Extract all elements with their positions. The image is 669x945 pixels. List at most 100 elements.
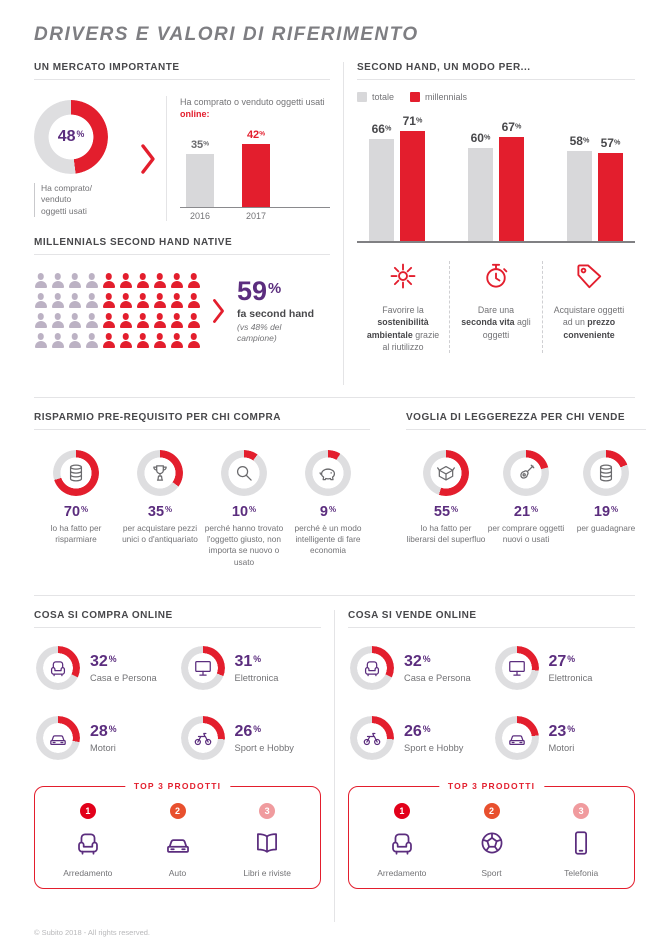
millennials-bar bbox=[400, 131, 425, 241]
stat-donut bbox=[423, 450, 469, 496]
product-label: Libri e riviste bbox=[243, 868, 292, 878]
category-donut bbox=[36, 646, 80, 690]
person-icon bbox=[187, 313, 200, 328]
category-donut bbox=[180, 646, 225, 690]
market-donut-value: 48% bbox=[57, 127, 85, 145]
stat-text: per guadagnare bbox=[576, 523, 636, 533]
person-icon bbox=[51, 293, 64, 308]
person-icon bbox=[68, 313, 81, 328]
monitor-icon bbox=[193, 658, 213, 678]
donut-ring bbox=[36, 646, 80, 690]
top3-title: TOP 3 PRODOTTI bbox=[438, 781, 545, 791]
rank-badge: 1 bbox=[393, 803, 410, 819]
stat-donut bbox=[53, 450, 99, 496]
stat-value: 19% bbox=[593, 504, 619, 520]
stat-text: perché è un modo intelligente di fare ec… bbox=[294, 523, 362, 556]
person-icon bbox=[153, 333, 166, 348]
category-donut bbox=[494, 716, 539, 760]
rank-badge: 3 bbox=[573, 803, 590, 819]
category-stat: 32% Casa e Persona bbox=[36, 646, 175, 690]
person-icon bbox=[85, 293, 98, 308]
category-value: 26% bbox=[234, 722, 262, 740]
trophy-icon bbox=[150, 463, 170, 483]
person-icon bbox=[51, 313, 64, 328]
person-icon bbox=[68, 293, 81, 308]
product-label: Auto bbox=[168, 868, 187, 878]
totale-bar bbox=[567, 151, 592, 241]
car-icon bbox=[164, 829, 192, 857]
market-donut-label: Ha comprato/ venduto oggetti usati bbox=[34, 182, 130, 218]
category-value: 32% bbox=[404, 652, 431, 670]
market-donut-block: 48% Ha comprato/ venduto oggetti usati bbox=[34, 99, 130, 218]
person-icon bbox=[136, 313, 149, 328]
person-icon bbox=[102, 313, 115, 328]
phone-icon bbox=[567, 829, 595, 857]
category-value: 23% bbox=[548, 722, 576, 740]
legend-swatch-totale bbox=[357, 92, 367, 102]
legend-label-millennials: millennials bbox=[425, 92, 468, 102]
person-icon bbox=[187, 293, 200, 308]
stat-item: 9% perché è un modo intelligente di fare… bbox=[286, 450, 370, 568]
stat-value: 70% bbox=[63, 504, 89, 520]
book-icon bbox=[253, 829, 281, 857]
stat-text: lo ha fatto per risparmiare bbox=[50, 523, 102, 545]
person-icon bbox=[119, 293, 132, 308]
person-icon bbox=[34, 293, 47, 308]
category-value: 31% bbox=[234, 652, 262, 670]
ball-icon bbox=[478, 829, 506, 857]
person-icon bbox=[170, 273, 183, 288]
donut-ring bbox=[221, 450, 267, 496]
product-label: Arredamento bbox=[377, 868, 427, 878]
stopwatch-icon bbox=[481, 261, 511, 291]
millennials-value: 59% bbox=[237, 275, 282, 306]
car-icon bbox=[507, 728, 527, 748]
box-icon bbox=[436, 463, 456, 483]
rank-badge: 3 bbox=[259, 803, 276, 819]
totale-bar bbox=[468, 148, 493, 241]
section-compra: RISPARMIO PRE-REQUISITO PER CHI COMPRA 7… bbox=[34, 412, 380, 583]
rank-badge: 2 bbox=[483, 803, 500, 819]
category-value: 26% bbox=[404, 722, 431, 740]
bar-value-2017: 42% bbox=[246, 129, 266, 142]
section-secondhand: SECOND HAND, UN MODO PER... totale mille… bbox=[357, 62, 635, 385]
donut-ring bbox=[180, 646, 225, 690]
legend-swatch-millennials bbox=[410, 92, 421, 102]
bar-value: 60% bbox=[470, 131, 491, 145]
category-stat: 27% Elettronica bbox=[494, 646, 634, 690]
copyright: © Subito 2018 - All rights reserved. bbox=[34, 928, 151, 937]
person-icon bbox=[187, 273, 200, 288]
category-label: Casa e Persona bbox=[404, 672, 471, 683]
top3-item: 2 Auto bbox=[133, 803, 223, 878]
car-icon bbox=[48, 728, 68, 748]
donut-ring bbox=[423, 450, 469, 496]
millennials-caption: fa second hand bbox=[237, 307, 315, 320]
stat-text: per comprare oggetti nuovi o usati bbox=[487, 523, 565, 545]
donut-ring bbox=[494, 716, 539, 760]
person-icon bbox=[170, 293, 183, 308]
person-icon bbox=[136, 333, 149, 348]
page-title: DRIVERS E VALORI DI RIFERIMENTO bbox=[34, 24, 419, 45]
section-heading-compra-online: COSA SI COMPRA ONLINE bbox=[34, 610, 321, 628]
section-heading-millennials: MILLENNIALS SECOND HAND NATIVE bbox=[34, 237, 330, 256]
bar-group: 58% 57% bbox=[567, 134, 623, 241]
category-label: Sport e Hobby bbox=[234, 742, 294, 753]
scooter-icon bbox=[193, 728, 213, 748]
armchair-icon bbox=[388, 829, 416, 857]
stat-item: 35% per acquistare pezzi unici o d'antiq… bbox=[118, 450, 202, 568]
online-caption: Ha comprato o venduto oggetti usati onli… bbox=[180, 97, 325, 120]
category-value: 32% bbox=[90, 652, 117, 670]
stat-donut bbox=[583, 450, 629, 496]
top3-item: 3 Telefonia bbox=[536, 803, 626, 878]
donut-ring bbox=[350, 646, 394, 690]
top3-box: TOP 3 PRODOTTI 1 Arredamento 2 Sport 3 bbox=[348, 781, 635, 889]
person-icon bbox=[153, 273, 166, 288]
chart-legend: totale millennials bbox=[357, 92, 635, 102]
section-compra-online: COSA SI COMPRA ONLINE 32% Casa e Persona bbox=[34, 610, 321, 922]
person-icon bbox=[34, 273, 47, 288]
people-pictogram-grid bbox=[34, 273, 200, 348]
bar-value: 71% bbox=[402, 114, 423, 128]
bar-value-2016: 35% bbox=[190, 139, 210, 152]
millennials-stat: 59% fa second hand (vs 48% del campione) bbox=[237, 275, 317, 344]
armchair-icon bbox=[48, 658, 68, 678]
